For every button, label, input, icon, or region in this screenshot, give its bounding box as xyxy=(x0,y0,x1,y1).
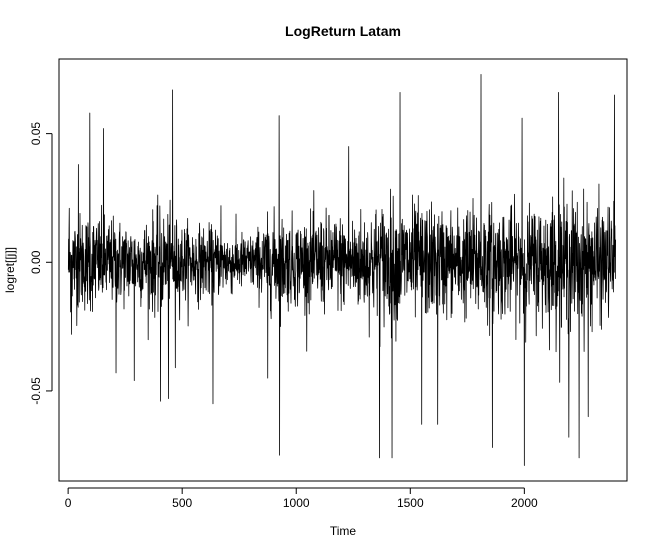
x-tick-label: 0 xyxy=(65,496,72,510)
x-axis-label: Time xyxy=(330,524,357,538)
y-tick-label: -0.05 xyxy=(29,377,43,405)
x-tick-label: 1500 xyxy=(397,496,424,510)
y-axis-label: logret[[j]] xyxy=(3,247,17,293)
x-tick-label: 1000 xyxy=(283,496,310,510)
plot-frame xyxy=(58,58,628,482)
x-tick-label: 500 xyxy=(172,496,192,510)
x-tick-label: 2000 xyxy=(511,496,538,510)
x-axis: 0 500 1000 1500 2000 xyxy=(65,487,538,510)
series-group xyxy=(67,74,616,466)
y-tick-label: 0.05 xyxy=(29,122,43,146)
series-line xyxy=(67,74,616,466)
y-axis: -0.05 0.00 0.05 xyxy=(29,122,53,405)
y-tick-label: 0.00 xyxy=(29,250,43,274)
chart-title: LogReturn Latam xyxy=(285,23,401,39)
